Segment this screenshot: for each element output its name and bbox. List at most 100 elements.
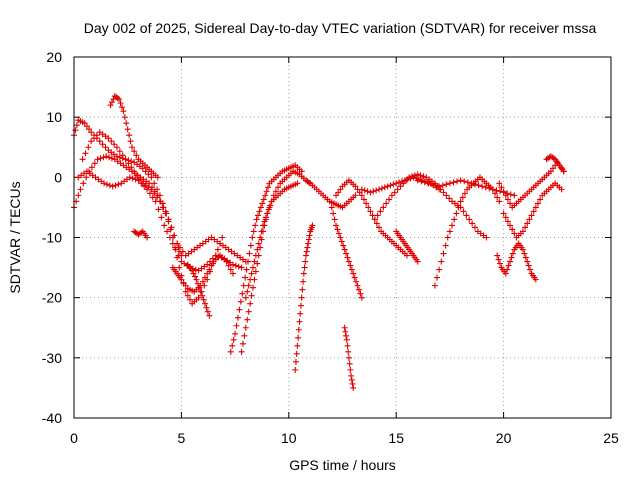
data-point — [558, 165, 565, 172]
y-tick-label: -10 — [42, 230, 62, 246]
data-point — [376, 224, 383, 231]
data-point — [436, 266, 443, 273]
data-point — [342, 328, 349, 335]
data-point — [522, 254, 529, 261]
data-point — [460, 208, 467, 215]
data-point — [107, 102, 114, 109]
data-point — [297, 302, 304, 309]
data-point — [113, 144, 120, 151]
data-point — [521, 250, 528, 257]
data-point — [128, 144, 135, 151]
data-point — [242, 294, 249, 301]
data-point — [500, 188, 507, 195]
data-point — [333, 192, 340, 199]
data-point — [464, 179, 471, 186]
data-point — [168, 224, 175, 231]
data-point — [135, 177, 142, 184]
data-point — [304, 244, 311, 251]
data-point — [348, 372, 355, 379]
series-arc-8 — [184, 261, 213, 319]
data-point — [240, 282, 247, 289]
data-point — [88, 164, 95, 171]
data-point — [434, 274, 441, 281]
data-point — [496, 198, 503, 205]
data-point — [116, 96, 123, 103]
data-point — [250, 228, 257, 235]
data-point — [373, 187, 380, 194]
data-point — [100, 154, 107, 161]
data-point — [93, 132, 100, 139]
data-point — [252, 252, 259, 259]
data-point — [300, 278, 307, 285]
series-arc-23 — [500, 180, 565, 241]
data-point — [86, 126, 93, 133]
data-point — [397, 183, 404, 190]
data-point — [255, 212, 262, 219]
data-point — [494, 252, 501, 259]
data-point — [275, 184, 282, 191]
data-point — [483, 234, 490, 241]
data-point — [519, 228, 526, 235]
data-point — [253, 216, 260, 223]
data-point — [294, 180, 301, 187]
data-point — [258, 228, 265, 235]
data-point — [192, 273, 199, 280]
data-point — [182, 282, 189, 289]
data-point — [440, 189, 447, 196]
data-point — [131, 168, 138, 175]
data-point — [400, 180, 407, 187]
data-point — [105, 135, 112, 142]
data-point — [120, 108, 127, 115]
data-point — [420, 173, 427, 180]
data-point — [381, 184, 388, 191]
data-point — [182, 288, 189, 295]
data-point — [238, 264, 245, 271]
data-point — [146, 180, 153, 187]
data-point — [186, 296, 193, 303]
data-point — [344, 254, 351, 261]
data-point — [509, 250, 516, 257]
data-point — [111, 141, 118, 148]
y-tick-label: -40 — [42, 410, 62, 426]
data-point — [196, 284, 203, 291]
data-point — [244, 288, 251, 295]
x-tick-label: 5 — [178, 430, 186, 446]
data-point — [91, 135, 98, 142]
y-tick-label: 10 — [46, 109, 62, 125]
data-point — [75, 192, 82, 199]
data-point — [83, 123, 90, 130]
data-point — [245, 282, 252, 289]
data-point — [507, 200, 514, 207]
data-point — [254, 246, 261, 253]
data-point — [297, 310, 304, 317]
data-point — [358, 192, 365, 199]
data-point — [144, 234, 151, 241]
data-point — [509, 226, 516, 233]
data-point — [164, 228, 171, 235]
data-point — [526, 216, 533, 223]
data-point — [195, 294, 202, 301]
data-point — [229, 342, 236, 349]
series-arc-25 — [543, 153, 567, 175]
data-point — [149, 194, 156, 201]
data-point — [233, 322, 240, 329]
data-point — [184, 292, 191, 299]
data-point — [331, 216, 338, 223]
data-point — [403, 177, 410, 184]
series-arc-19 — [393, 228, 421, 265]
data-point — [295, 334, 302, 341]
data-point — [500, 210, 507, 217]
data-point — [151, 180, 158, 187]
data-point — [454, 178, 461, 185]
data-point — [453, 210, 460, 217]
data-point — [505, 262, 512, 269]
data-point — [455, 204, 462, 211]
data-point — [507, 258, 514, 265]
data-point — [350, 384, 357, 391]
data-point — [489, 186, 496, 193]
data-point — [206, 312, 213, 319]
data-point — [390, 181, 397, 188]
data-point — [175, 252, 182, 259]
plot-frame — [73, 56, 612, 419]
